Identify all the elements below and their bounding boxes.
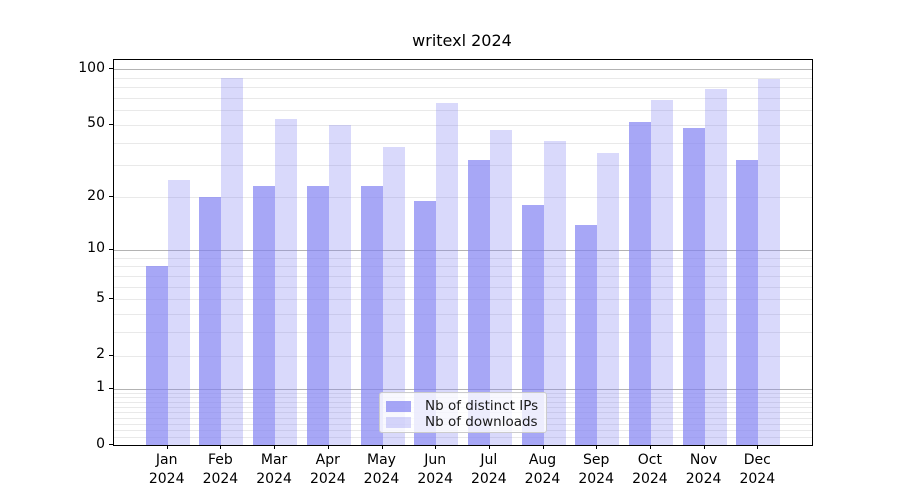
bar-distinct-ips (736, 160, 759, 445)
bar-downloads (543, 140, 566, 445)
bar-downloads (275, 118, 298, 445)
gridline-minor (114, 77, 812, 79)
y-tick-label: 20 (87, 187, 105, 204)
x-tick-mark (488, 445, 490, 449)
gridline-minor (114, 355, 812, 357)
y-tick-label: 100 (78, 59, 105, 76)
bar-distinct-ips (682, 128, 705, 445)
y-tick-mark (109, 387, 113, 389)
bar-downloads (704, 89, 727, 445)
bar-distinct-ips (521, 205, 544, 445)
x-tick-mark (542, 445, 544, 449)
bar-distinct-ips (360, 186, 383, 445)
gridline-major (114, 249, 812, 251)
y-tick-label: 10 (87, 240, 105, 257)
gridline-minor (114, 165, 812, 167)
y-tick-mark (109, 354, 113, 356)
y-tick-label: 5 (96, 289, 105, 306)
x-tick-mark (596, 445, 598, 449)
gridline-minor (114, 313, 812, 315)
legend-swatch-distinct-ips (386, 400, 411, 412)
bar-downloads (650, 100, 673, 445)
legend-swatch-downloads (386, 416, 411, 428)
bar-distinct-ips (467, 160, 490, 445)
x-tick-label: May 2024 (363, 452, 400, 487)
x-tick-mark (649, 445, 651, 449)
gridline-minor (114, 275, 812, 277)
gridline-minor (114, 110, 812, 112)
y-tick-mark (109, 68, 113, 70)
plot-area (113, 59, 813, 446)
y-tick-mark (109, 196, 113, 198)
gridline-minor (114, 197, 812, 199)
y-tick-label: 50 (87, 115, 105, 132)
bar-downloads (597, 153, 620, 445)
x-tick-label: Apr 2024 (309, 452, 346, 487)
gridline-minor (114, 257, 812, 259)
legend-item-distinct-ips: Nb of distinct IPs (386, 399, 538, 413)
bar-downloads (436, 102, 459, 445)
legend: Nb of distinct IPs Nb of downloads (379, 392, 547, 433)
legend-item-downloads: Nb of downloads (386, 415, 538, 429)
x-tick-label: Aug 2024 (524, 452, 561, 487)
y-tick-mark (109, 248, 113, 250)
y-tick-label: 2 (96, 346, 105, 362)
bar-downloads (382, 146, 405, 445)
y-tick-label: 1 (96, 379, 105, 395)
x-tick-mark (703, 445, 705, 449)
x-tick-label: Jan 2024 (148, 452, 185, 487)
y-tick-label: 0 (96, 435, 105, 452)
x-tick-mark (435, 445, 437, 449)
bar-downloads (758, 78, 781, 445)
x-tick-label: Sep 2024 (578, 452, 614, 487)
gridline-minor (114, 437, 812, 439)
x-tick-mark (757, 445, 759, 449)
y-tick-mark (109, 298, 113, 300)
bar-downloads (328, 124, 351, 445)
legend-label-downloads: Nb of downloads (425, 414, 538, 430)
bar-downloads (167, 179, 190, 445)
x-tick-mark (327, 445, 329, 449)
gridline-minor (114, 332, 812, 334)
x-tick-mark (274, 445, 276, 449)
chart-title: writexl 2024 (412, 31, 512, 50)
gridline-major (114, 388, 812, 390)
y-tick-mark (109, 444, 113, 445)
gridline-minor (114, 286, 812, 288)
bar-distinct-ips (414, 201, 437, 445)
x-tick-label: Mar 2024 (256, 452, 292, 487)
gridline-minor (114, 97, 812, 99)
gridline-minor (114, 142, 812, 144)
bar-distinct-ips (253, 186, 276, 445)
legend-label-distinct-ips: Nb of distinct IPs (425, 398, 539, 414)
gridline-minor (114, 124, 812, 126)
gridline-minor (114, 299, 812, 301)
x-tick-label: Nov 2024 (685, 452, 722, 487)
bar-downloads (221, 77, 244, 445)
bar-distinct-ips (575, 224, 598, 445)
bar-distinct-ips (145, 266, 168, 445)
gridline-minor (114, 87, 812, 89)
x-tick-mark (220, 445, 222, 449)
x-tick-label: Jul 2024 (470, 452, 507, 487)
x-tick-label: Dec 2024 (739, 452, 776, 487)
gridline-minor (114, 266, 812, 268)
x-tick-mark (166, 445, 168, 449)
x-tick-label: Feb 2024 (202, 452, 239, 487)
y-tick-mark (109, 123, 113, 125)
bar-downloads (489, 129, 512, 445)
x-tick-label: Oct 2024 (632, 452, 668, 487)
bar-distinct-ips (199, 197, 222, 445)
bar-distinct-ips (628, 121, 651, 445)
gridline-major (114, 69, 812, 71)
bar-distinct-ips (306, 186, 329, 445)
x-tick-label: Jun 2024 (417, 452, 453, 487)
x-tick-mark (381, 445, 383, 449)
